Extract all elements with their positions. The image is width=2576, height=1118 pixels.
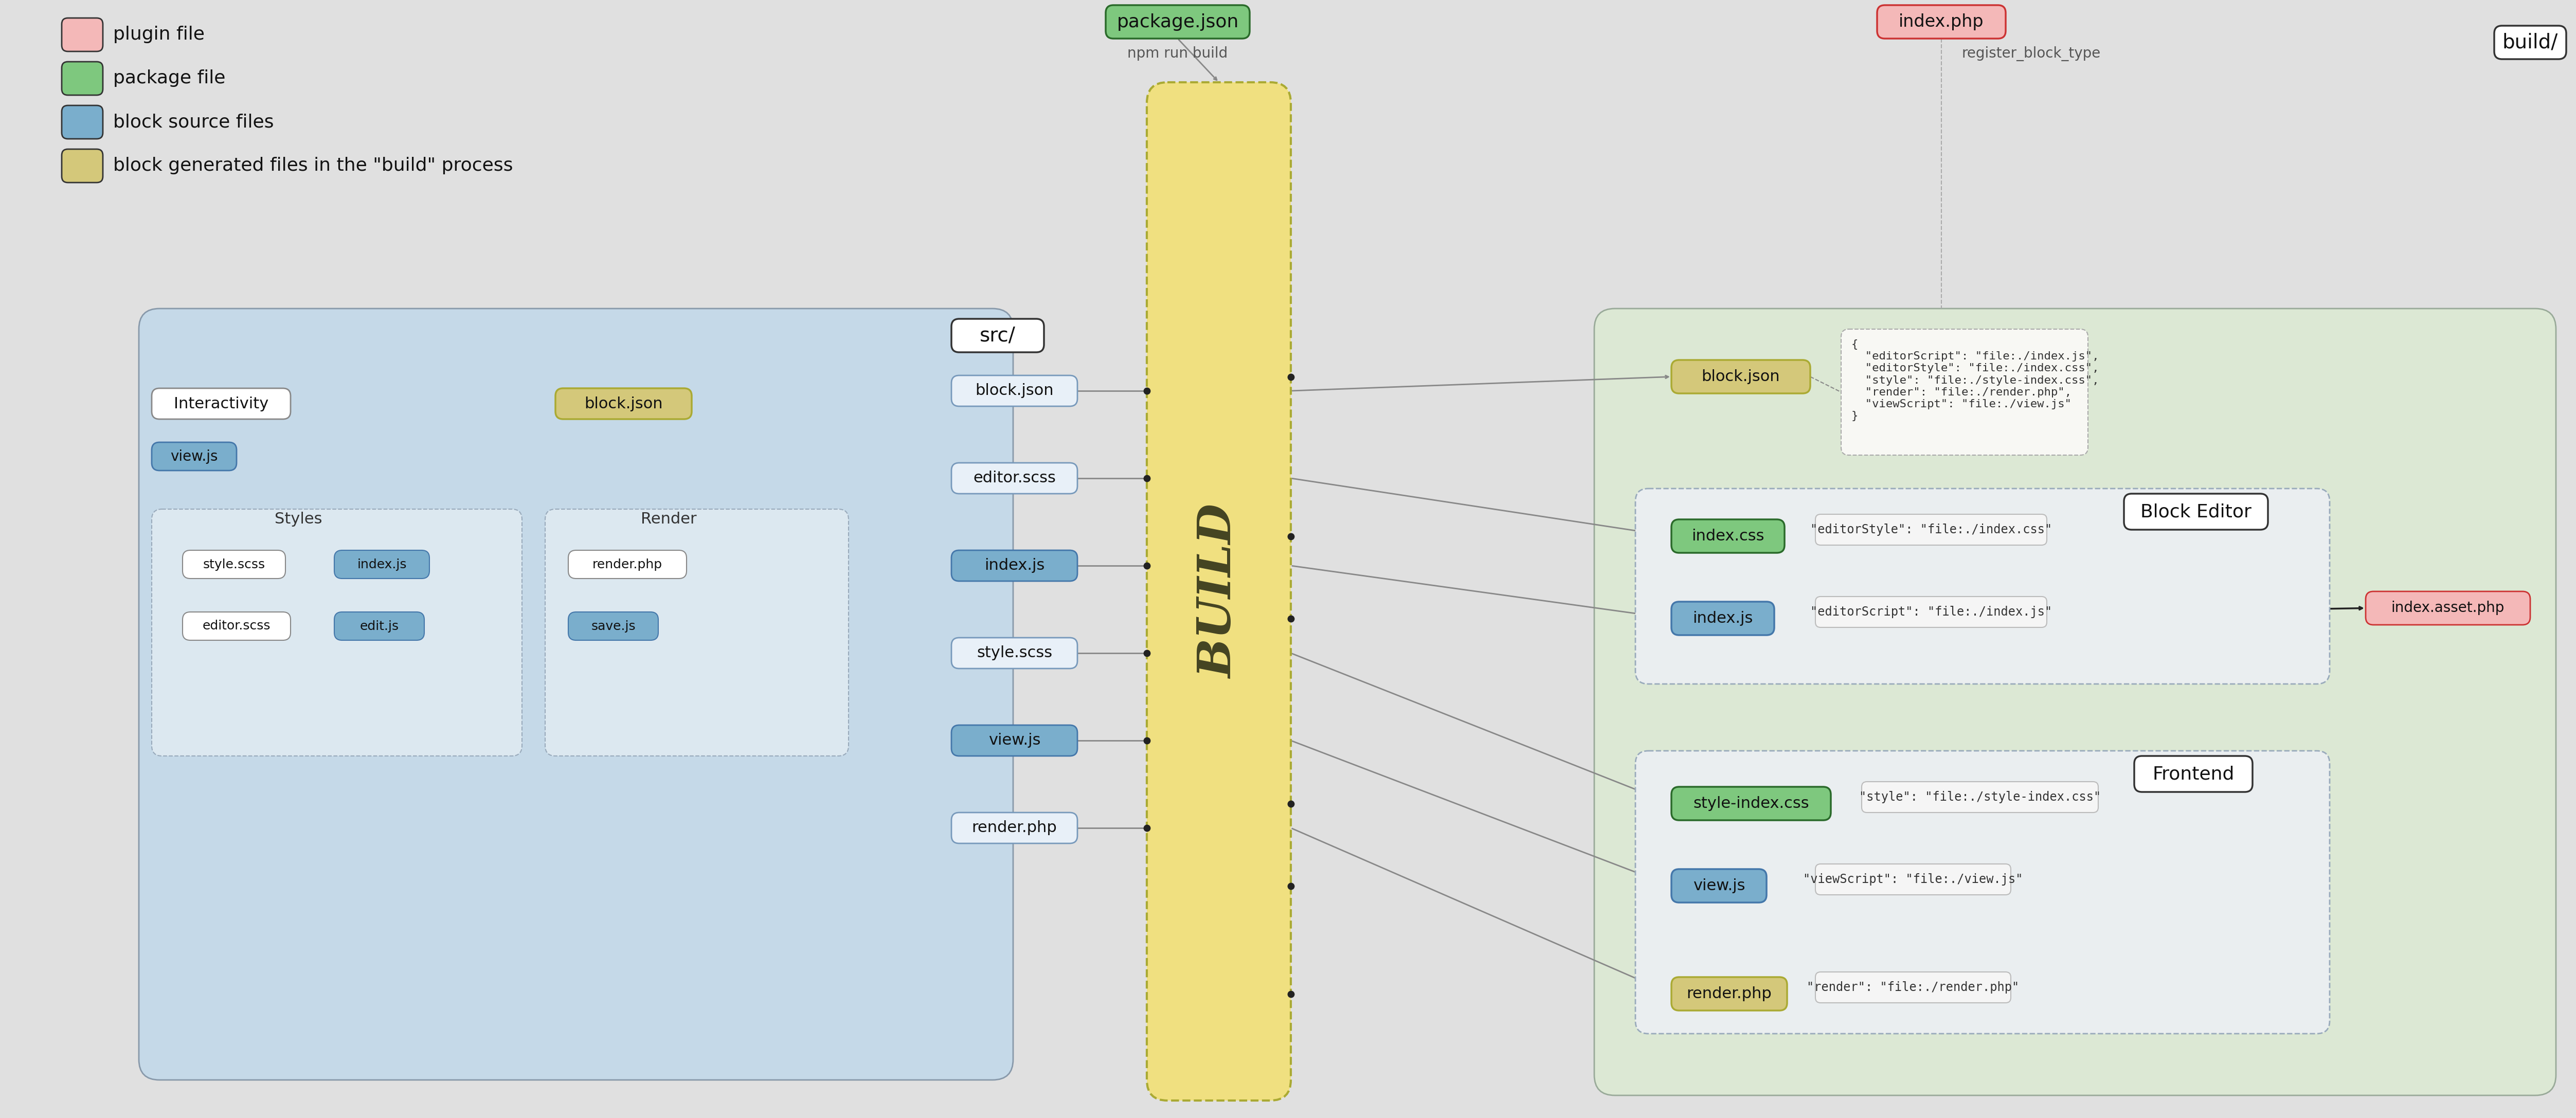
FancyBboxPatch shape: [1672, 520, 1785, 552]
FancyBboxPatch shape: [335, 612, 425, 641]
Text: "viewScript": "file:./view.js": "viewScript": "file:./view.js": [1803, 873, 2022, 885]
Text: style.scss: style.scss: [204, 558, 265, 570]
FancyBboxPatch shape: [951, 813, 1077, 843]
FancyBboxPatch shape: [152, 443, 237, 471]
FancyBboxPatch shape: [1672, 787, 1832, 821]
Text: {
  "editorScript": "file:./index.js",
  "editorStyle": "file:./index.css",
  "s: { "editorScript": "file:./index.js", "ed…: [1852, 340, 2099, 421]
FancyBboxPatch shape: [1816, 514, 2048, 546]
FancyBboxPatch shape: [951, 376, 1077, 406]
Text: block.json: block.json: [1703, 369, 1780, 385]
FancyBboxPatch shape: [62, 61, 103, 95]
FancyBboxPatch shape: [183, 612, 291, 641]
FancyBboxPatch shape: [951, 550, 1077, 581]
FancyBboxPatch shape: [62, 149, 103, 182]
Text: plugin file: plugin file: [113, 26, 204, 44]
FancyBboxPatch shape: [183, 550, 286, 578]
Text: "editorStyle": "file:./index.css": "editorStyle": "file:./index.css": [1811, 523, 2053, 536]
Text: BUILD: BUILD: [1198, 504, 1242, 679]
FancyBboxPatch shape: [62, 105, 103, 139]
FancyBboxPatch shape: [152, 388, 291, 419]
FancyBboxPatch shape: [569, 550, 688, 578]
FancyBboxPatch shape: [1636, 751, 2329, 1034]
FancyBboxPatch shape: [2494, 26, 2566, 59]
FancyBboxPatch shape: [62, 18, 103, 51]
FancyBboxPatch shape: [951, 319, 1043, 352]
Text: block.json: block.json: [585, 396, 662, 411]
Text: index.js: index.js: [358, 558, 407, 570]
Text: "render": "file:./render.php": "render": "file:./render.php": [1806, 982, 2020, 994]
Text: render.php: render.php: [592, 558, 662, 570]
Text: block generated files in the "build" process: block generated files in the "build" pro…: [113, 157, 513, 174]
Text: index.asset.php: index.asset.php: [2391, 600, 2504, 615]
Text: package file: package file: [113, 69, 227, 87]
Text: block.json: block.json: [976, 383, 1054, 398]
Text: register_block_type: register_block_type: [1963, 46, 2102, 61]
Text: edit.js: edit.js: [361, 620, 399, 633]
FancyBboxPatch shape: [951, 463, 1077, 494]
Text: save.js: save.js: [590, 620, 636, 633]
FancyBboxPatch shape: [1672, 360, 1811, 394]
FancyBboxPatch shape: [1816, 864, 2012, 894]
FancyBboxPatch shape: [1878, 6, 2007, 38]
FancyBboxPatch shape: [335, 550, 430, 578]
Text: block source files: block source files: [113, 113, 273, 131]
Text: Render: Render: [641, 512, 696, 527]
Text: editor.scss: editor.scss: [974, 471, 1056, 485]
Text: view.js: view.js: [989, 733, 1041, 748]
Text: src/: src/: [979, 325, 1015, 345]
FancyBboxPatch shape: [1672, 977, 1788, 1011]
FancyBboxPatch shape: [1816, 972, 2012, 1003]
Text: "editorScript": "file:./index.js": "editorScript": "file:./index.js": [1811, 606, 2053, 618]
Text: build/: build/: [2501, 32, 2558, 53]
FancyBboxPatch shape: [1672, 869, 1767, 902]
Text: view.js: view.js: [1692, 879, 1744, 893]
FancyBboxPatch shape: [1816, 597, 2048, 627]
Text: package.json: package.json: [1115, 13, 1239, 30]
FancyBboxPatch shape: [1146, 83, 1291, 1100]
Text: render.php: render.php: [971, 821, 1056, 835]
FancyBboxPatch shape: [951, 637, 1077, 669]
FancyBboxPatch shape: [139, 309, 1012, 1080]
FancyBboxPatch shape: [2365, 591, 2530, 625]
FancyBboxPatch shape: [1842, 329, 2089, 455]
Text: editor.scss: editor.scss: [204, 620, 270, 633]
Text: view.js: view.js: [170, 449, 219, 464]
Text: index.css: index.css: [1692, 529, 1765, 543]
Text: index.php: index.php: [1899, 13, 1984, 30]
Text: Frontend: Frontend: [2154, 765, 2233, 783]
Text: index.js: index.js: [1692, 610, 1754, 626]
Text: style.scss: style.scss: [976, 646, 1051, 661]
Text: Interactivity: Interactivity: [173, 396, 268, 411]
FancyBboxPatch shape: [1862, 781, 2099, 813]
FancyBboxPatch shape: [569, 612, 659, 641]
FancyBboxPatch shape: [152, 509, 523, 756]
Text: Styles: Styles: [276, 512, 322, 527]
FancyBboxPatch shape: [556, 388, 693, 419]
FancyBboxPatch shape: [1672, 601, 1775, 635]
FancyBboxPatch shape: [1636, 489, 2329, 684]
FancyBboxPatch shape: [2136, 756, 2251, 792]
Text: "style": "file:./style-index.css": "style": "file:./style-index.css": [1860, 790, 2102, 803]
FancyBboxPatch shape: [1105, 6, 1249, 38]
Text: index.js: index.js: [984, 558, 1046, 574]
FancyBboxPatch shape: [1595, 309, 2555, 1096]
Text: npm run build: npm run build: [1128, 46, 1229, 60]
FancyBboxPatch shape: [2125, 494, 2267, 530]
FancyBboxPatch shape: [546, 509, 848, 756]
FancyBboxPatch shape: [951, 726, 1077, 756]
Text: Block Editor: Block Editor: [2141, 503, 2251, 521]
Text: style-index.css: style-index.css: [1692, 796, 1808, 811]
Text: render.php: render.php: [1687, 986, 1772, 1002]
